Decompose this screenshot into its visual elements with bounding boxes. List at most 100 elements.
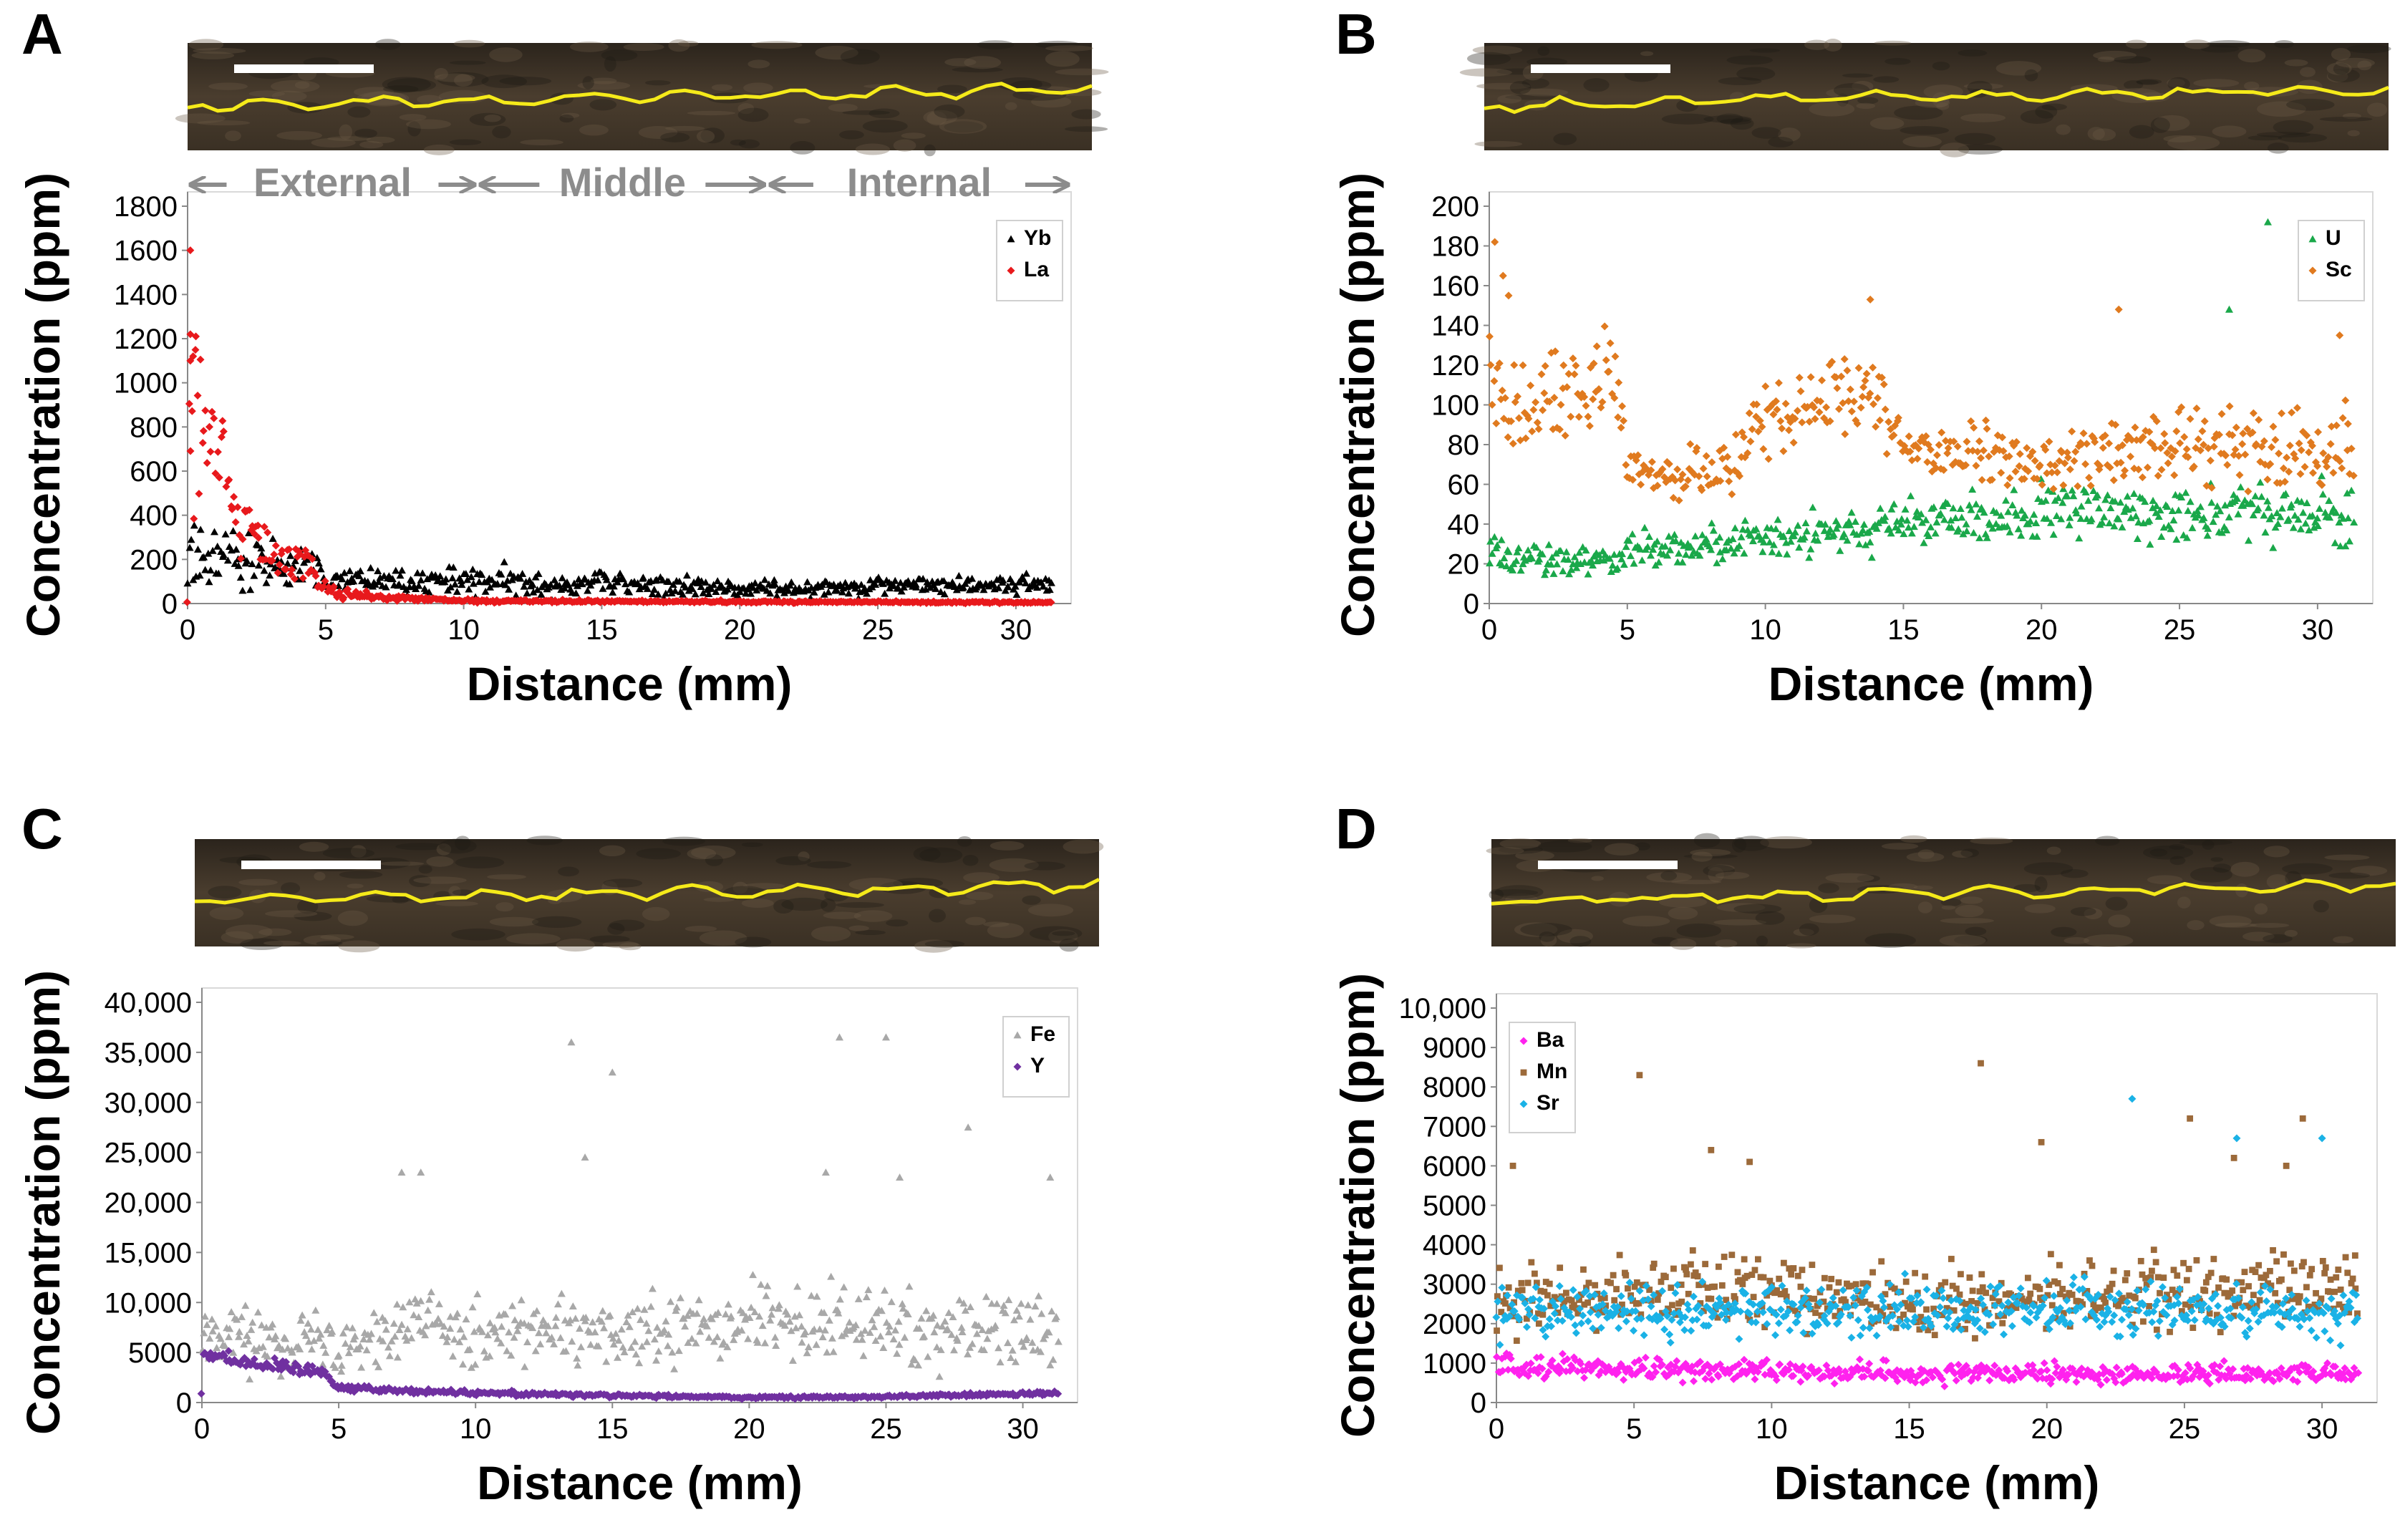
point-sc [2038,480,2046,489]
point-sc [1595,384,1603,393]
point-sc [2167,452,2176,461]
point-sc [2189,463,2198,471]
point-u [2308,511,2317,519]
point-mn [2167,1328,2173,1335]
tissue-texture [2167,78,2185,87]
point-yb [803,578,812,586]
tissue-texture [1932,62,1950,71]
point-u [2294,515,2303,523]
tissue-texture [939,119,987,134]
point-mn [2202,1279,2210,1286]
point-mn [1531,1270,1538,1277]
point-u [1696,543,1705,551]
point-sc [1600,322,1609,331]
point-yb [516,574,525,582]
point-sc [1716,477,1725,485]
x-tick-label: 10 [1756,1413,1788,1445]
point-mn [2273,1258,2280,1265]
tissue-texture [2167,135,2220,150]
point-yb [187,536,195,543]
y-axis-label: Concentration (ppm) [16,970,69,1435]
point-u [2068,486,2076,494]
point-mn [1689,1247,1696,1254]
point-mn [1788,1271,1795,1278]
tissue-texture [2105,896,2128,911]
legend-marker-la [1007,266,1015,275]
point-u [1640,523,1649,531]
tissue-texture [1941,905,1956,910]
point-yb [465,585,473,593]
point-sc [2296,470,2305,478]
point-mn [1902,1278,1910,1285]
point-u [1922,515,1930,523]
tissue-texture [677,40,699,47]
point-sc [1684,476,1693,485]
point-mn [2344,1269,2351,1277]
point-yb [760,576,769,583]
point-yb [340,568,349,576]
point-sc [2172,427,2181,435]
tissue-texture [1715,939,1738,948]
tissue-texture [741,842,763,848]
data-points [183,246,1055,608]
point-mn [1613,1286,1620,1292]
point-u [1738,526,1747,533]
point-sc [2011,468,2020,476]
tissue-texture [700,127,725,144]
point-u [2076,514,2085,522]
point-mn [2327,1276,2334,1283]
tissue-texture [1496,68,1540,75]
point-yb [291,556,299,564]
tissue-texture [327,136,372,142]
point-sc [2023,444,2031,452]
tissue-texture [506,933,561,945]
point-mn [1544,1292,1551,1299]
point-fe [319,1341,328,1349]
point-fe [225,1333,233,1340]
point-sc [2347,445,2356,453]
tissue-texture [735,936,772,948]
tissue-texture [1864,933,1916,949]
point-u [2287,500,2295,508]
point-mn [2351,1252,2358,1259]
tissue-texture [347,106,371,118]
point-yb [451,580,460,588]
point-u [1672,537,1680,544]
tissue-texture [901,132,926,139]
point-u [1716,533,1724,541]
point-u [2274,520,2283,528]
point-mn [2252,1269,2259,1275]
y-tick-label: 140 [1431,311,1479,342]
point-yb [518,569,527,577]
tissue-texture [989,858,1039,872]
point-u [1843,536,1852,544]
tissue-texture [919,847,963,863]
point-u [2222,526,2231,533]
x-tick-label: 0 [1489,1413,1504,1445]
point-u [1528,554,1537,562]
point-yb [268,535,277,542]
tissue-texture [1778,127,1801,142]
point-mn [1610,1272,1617,1279]
point-u [1575,548,1584,556]
point-sc [1572,362,1580,370]
point-sc [1602,356,1610,364]
point-mn [2335,1267,2342,1273]
tissue-texture [2023,862,2074,876]
point-mn [2296,1293,2303,1300]
tissue-texture [395,843,446,851]
point-u [1931,529,1940,537]
y-tick-label: 800 [130,412,178,443]
point-sc [2324,452,2333,461]
point-u [2082,515,2091,523]
point-mn [1869,1269,1876,1276]
point-u [1748,537,1757,545]
tissue-texture [1045,51,1080,67]
point-yb [204,549,213,557]
point-yb [648,590,657,597]
tissue-texture [839,130,864,140]
tissue-texture [668,39,690,52]
point-yb [236,573,245,581]
point-u [1513,548,1521,556]
point-la [236,554,245,563]
